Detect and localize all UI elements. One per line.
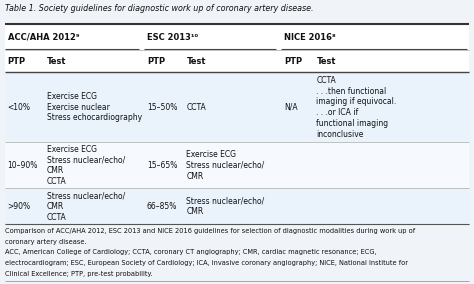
Text: CCTA: CCTA	[186, 103, 206, 112]
Text: Exercise ECG
Stress nuclear/echo/
CMR
CCTA: Exercise ECG Stress nuclear/echo/ CMR CC…	[47, 145, 125, 186]
Text: 15–50%: 15–50%	[147, 103, 177, 112]
Text: NICE 2016⁸: NICE 2016⁸	[284, 33, 336, 42]
Text: Exercise ECG
Exercise nuclear
Stress echocardiography: Exercise ECG Exercise nuclear Stress ech…	[47, 92, 142, 122]
Text: <10%: <10%	[8, 103, 31, 112]
Bar	[5, 72, 469, 142]
Text: PTP: PTP	[8, 57, 26, 66]
Text: ACC, American College of Cardiology; CCTA, coronary CT angiography; CMR, cardiac: ACC, American College of Cardiology; CCT…	[5, 249, 376, 255]
Text: PTP: PTP	[284, 57, 302, 66]
Text: coronary artery disease.: coronary artery disease.	[5, 239, 86, 245]
Text: electrocardiogram; ESC, European Society of Cardiology; ICA, invasive coronary a: electrocardiogram; ESC, European Society…	[5, 260, 408, 266]
Text: Stress nuclear/echo/
CMR
CCTA: Stress nuclear/echo/ CMR CCTA	[47, 191, 125, 222]
Text: Exercise ECG
Stress nuclear/echo/
CMR: Exercise ECG Stress nuclear/echo/ CMR	[186, 150, 264, 181]
Text: ESC 2013¹⁰: ESC 2013¹⁰	[147, 33, 198, 42]
Text: Test: Test	[47, 57, 66, 66]
Text: Comparison of ACC/AHA 2012, ESC 2013 and NICE 2016 guidelines for selection of d: Comparison of ACC/AHA 2012, ESC 2013 and…	[5, 228, 415, 234]
Text: ACC/AHA 2012⁹: ACC/AHA 2012⁹	[8, 33, 79, 42]
Text: >90%: >90%	[8, 202, 31, 211]
Bar	[5, 188, 469, 224]
Text: 15–65%: 15–65%	[147, 161, 177, 170]
Text: PTP: PTP	[147, 57, 165, 66]
Text: 66–85%: 66–85%	[147, 202, 177, 211]
Text: CCTA
. . .then functional
imaging if equivocal.
. . .or ICA if
functional imagin: CCTA . . .then functional imaging if equ…	[317, 76, 397, 139]
Bar	[5, 24, 469, 224]
Text: Table 1. Society guidelines for diagnostic work up of coronary artery disease.: Table 1. Society guidelines for diagnost…	[5, 4, 313, 13]
Text: Test: Test	[186, 57, 206, 66]
Text: 10–90%: 10–90%	[8, 161, 38, 170]
Bar	[5, 142, 469, 188]
Text: Clinical Excellence; PTP, pre-test probability.: Clinical Excellence; PTP, pre-test proba…	[5, 271, 152, 277]
Text: N/A: N/A	[284, 103, 298, 112]
Text: Stress nuclear/echo/
CMR: Stress nuclear/echo/ CMR	[186, 197, 264, 216]
Text: Test: Test	[317, 57, 336, 66]
